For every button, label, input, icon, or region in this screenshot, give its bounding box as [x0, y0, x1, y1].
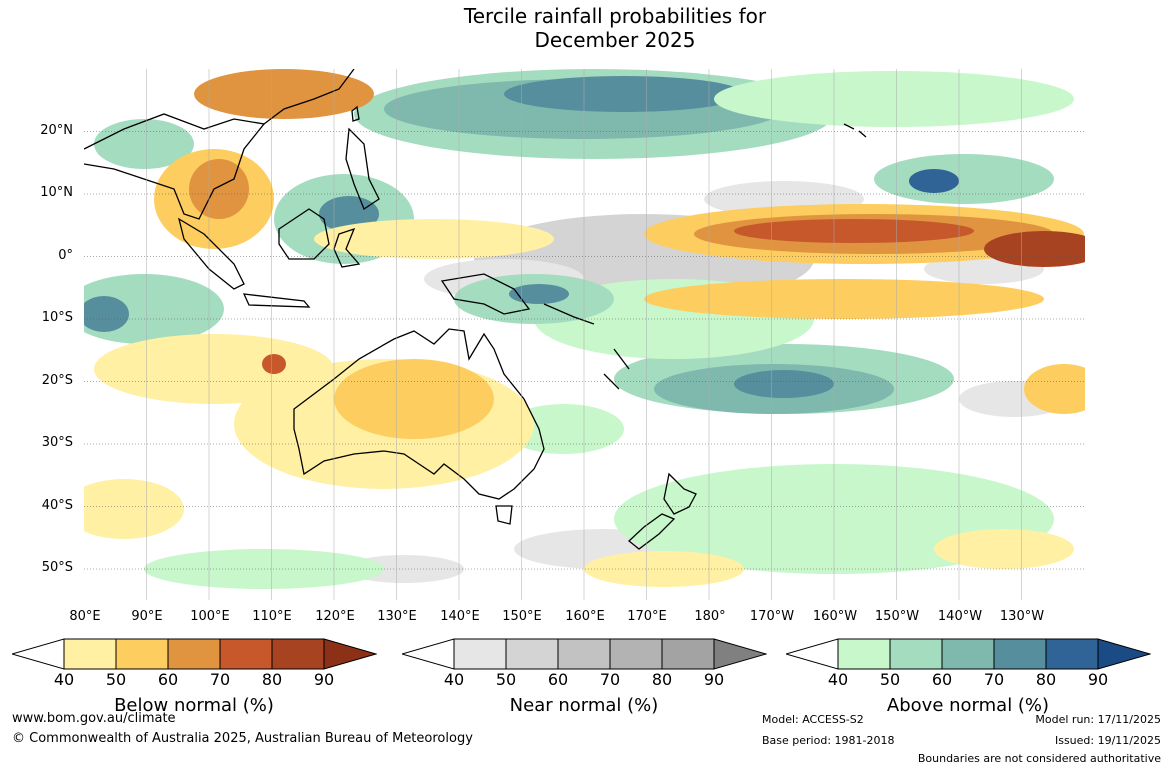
title-line-2: December 2025	[534, 28, 696, 52]
colorbar-near-normal	[402, 638, 767, 670]
cb-below-swatch	[115, 638, 169, 670]
lon-label-80e: 80°E	[69, 609, 101, 624]
lon-label-170e: 170°E	[627, 609, 667, 624]
china-coastline	[263, 69, 355, 125]
cb-below-tick: 90	[313, 670, 335, 689]
cb-above-tick: 40	[827, 670, 849, 689]
new-zealand-south-island	[628, 513, 676, 550]
footer-model-run: Model run: 17/11/2025	[1035, 713, 1161, 726]
cb-near-tick: 80	[651, 670, 673, 689]
cb-near-under-arrow	[402, 638, 455, 670]
cb-near-swatch	[557, 638, 611, 670]
chart-title: Tercile rainfall probabilities for Decem…	[0, 4, 1173, 52]
cb-near-tick: 90	[703, 670, 725, 689]
lon-label-160w: 160°W	[812, 609, 858, 624]
cb-above-tick: 60	[931, 670, 953, 689]
cb-near-title: Near normal (%)	[509, 695, 659, 716]
australia-coastline	[293, 328, 545, 500]
graticule	[84, 131, 1085, 570]
cb-below-swatch	[167, 638, 221, 670]
probability-map	[84, 69, 1085, 600]
cb-below-tick: 70	[209, 670, 231, 689]
cb-below-swatch	[63, 638, 117, 670]
cb-near-tick: 70	[599, 670, 621, 689]
java-coastline	[242, 293, 311, 308]
lat-label-50s: 50°S	[41, 560, 73, 575]
cb-above-tick: 90	[1087, 670, 1109, 689]
cb-below-over-arrow	[323, 638, 377, 670]
cb-above-swatch	[941, 638, 995, 670]
lat-label-0: 0°	[58, 248, 73, 263]
cb-near-over-arrow	[713, 638, 767, 670]
lon-label-110e: 110°E	[252, 609, 292, 624]
lat-label-10s: 10°S	[41, 310, 73, 325]
cb-below-swatch	[271, 638, 325, 670]
cb-below-title: Below normal (%)	[114, 695, 274, 716]
lat-label-10n: 10°N	[40, 185, 73, 200]
cb-above-title: Above normal (%)	[886, 695, 1050, 716]
lon-label-180: 180°	[694, 609, 726, 624]
lat-label-30s: 30°S	[41, 435, 73, 450]
cb-near-swatch	[505, 638, 559, 670]
cb-below-tick: 50	[105, 670, 127, 689]
footer-disclaimer: Boundaries are not considered authoritat…	[917, 752, 1161, 765]
footer-base-period: Base period: 1981-2018	[762, 734, 895, 747]
cb-above-over-arrow	[1097, 638, 1151, 670]
colorbar-above-normal	[786, 638, 1151, 670]
lat-label-20s: 20°S	[41, 373, 73, 388]
cb-near-swatch	[453, 638, 507, 670]
philippines-coastline	[345, 127, 380, 210]
mainland-se-asia-coastline	[84, 113, 266, 220]
tasmania-coastline	[495, 505, 513, 525]
meridians	[146, 69, 1022, 600]
cb-above-swatch	[1045, 638, 1099, 670]
cb-near-tick: 50	[495, 670, 517, 689]
lon-label-140e: 140°E	[440, 609, 480, 624]
lon-label-130w: 130°W	[999, 609, 1045, 624]
lat-label-20n: 20°N	[40, 123, 73, 138]
cb-above-tick: 50	[879, 670, 901, 689]
colorbar-below-normal	[12, 638, 377, 670]
lon-label-120e: 120°E	[315, 609, 355, 624]
cb-above-swatch	[993, 638, 1047, 670]
hawaii-coastline	[843, 123, 867, 138]
cb-below-tick: 40	[53, 670, 75, 689]
lon-label-130e: 130°E	[377, 609, 417, 624]
footer-copyright: © Commonwealth of Australia 2025, Austra…	[12, 731, 473, 746]
title-line-1: Tercile rainfall probabilities for	[463, 4, 767, 28]
lat-label-40s: 40°S	[41, 498, 73, 513]
cb-near-tick: 40	[443, 670, 465, 689]
lon-label-170w: 170°W	[749, 609, 795, 624]
lon-label-150w: 150°W	[874, 609, 920, 624]
footer-model: Model: ACCESS-S2	[762, 713, 864, 726]
lon-label-140w: 140°W	[937, 609, 983, 624]
solomon-vanuatu-coastline	[543, 303, 630, 390]
cb-above-tick: 70	[983, 670, 1005, 689]
cb-above-tick: 80	[1035, 670, 1057, 689]
taiwan-coastline	[351, 105, 360, 122]
cb-near-swatch	[609, 638, 663, 670]
borneo-coastline	[278, 208, 330, 260]
cb-below-tick: 80	[261, 670, 283, 689]
cb-above-under-arrow	[786, 638, 839, 670]
cb-above-swatch	[837, 638, 891, 670]
cb-near-swatch	[661, 638, 715, 670]
cb-below-tick: 60	[157, 670, 179, 689]
lon-label-100e: 100°E	[190, 609, 230, 624]
cb-above-swatch	[889, 638, 943, 670]
footer-website: www.bom.gov.au/climate	[12, 711, 176, 726]
lon-label-160e: 160°E	[565, 609, 605, 624]
lon-label-150e: 150°E	[502, 609, 542, 624]
cb-below-under-arrow	[12, 638, 65, 670]
cb-below-swatch	[219, 638, 273, 670]
cb-near-tick: 60	[547, 670, 569, 689]
new-zealand-north-island	[663, 472, 697, 515]
footer-issued: Issued: 19/11/2025	[1054, 734, 1161, 747]
lon-label-90e: 90°E	[131, 609, 163, 624]
